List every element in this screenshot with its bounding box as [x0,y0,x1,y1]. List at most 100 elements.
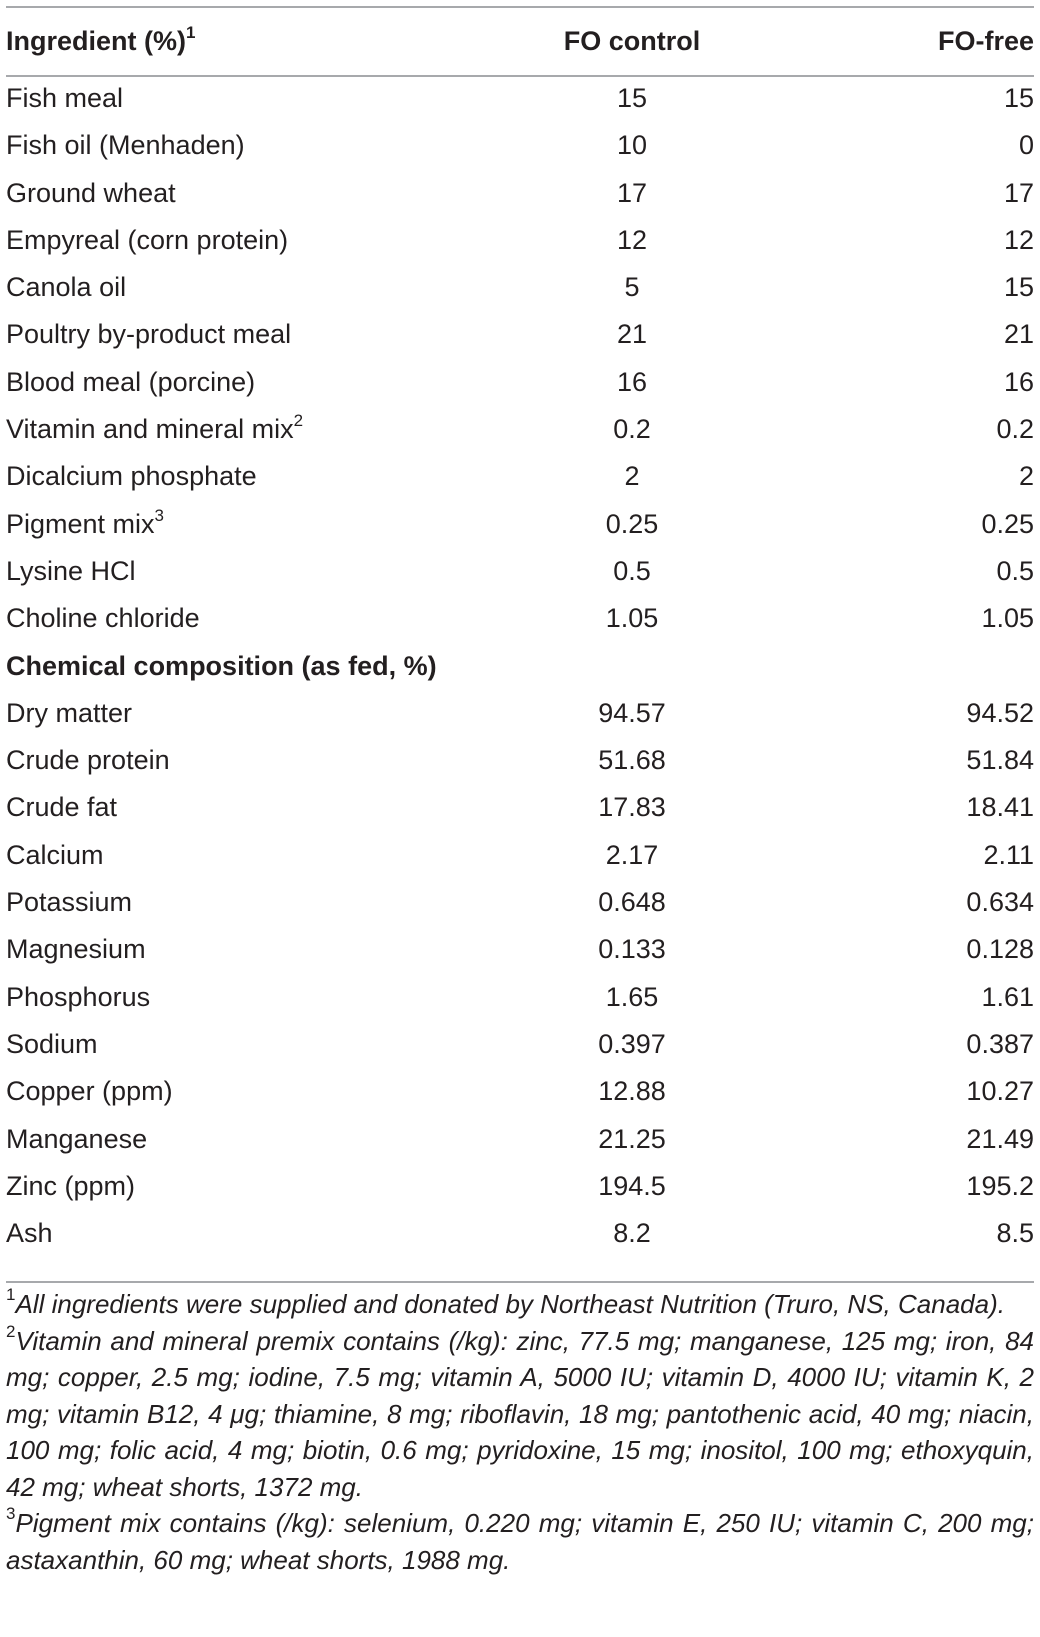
fo-control-value: 94.57 [598,697,666,728]
table-bottom-rule [6,1281,1034,1283]
section-heading-row: Chemical composition (as fed, %) [6,643,1034,690]
row-label: Fish oil (Menhaden) [6,122,482,169]
fo-control-value: 194.5 [598,1170,666,1201]
fo-control-value: 21.25 [598,1123,666,1154]
composition-heading: Chemical composition (as fed, %) [6,650,437,681]
header-ingredient-label: Ingredient (%) [6,26,186,56]
table-row: Pigment mix3 0.25 0.25 [6,501,1034,548]
fo-free-value: 12 [1003,224,1034,255]
table-row: Ash 8.2 8.5 [6,1210,1034,1257]
fo-control-value: 0.25 [605,508,659,539]
fo-control-value: 2 [624,461,640,492]
table-row: Zinc (ppm) 194.5 195.2 [6,1163,1034,1210]
fo-free-value: 94.52 [966,697,1034,728]
row-label: Calcium [6,832,482,879]
row-label: Sodium [6,1021,482,1068]
fo-free-value: 16 [1003,366,1034,397]
footnotes: 1All ingredients were supplied and donat… [6,1286,1034,1578]
footnote-text: Pigment mix contains (/kg): selenium, 0.… [6,1508,1034,1575]
composition-rows: Dry matter 94.57 94.52 Crude protein 51.68 51… [6,690,1034,1258]
footnote-number: 2 [6,1321,16,1341]
footnote: 2Vitamin and mineral premix contains (/k… [6,1323,1034,1506]
row-label: Pigment mix3 [6,501,482,548]
row-label-text: Dry matter [6,697,133,728]
fo-free-value: 51.84 [966,745,1034,776]
footnote-mark: 2 [293,411,304,431]
row-label-text: Empyreal (corn protein) [6,224,289,255]
footnote-number: 3 [6,1504,16,1524]
table-row: Copper (ppm) 12.88 10.27 [6,1068,1034,1115]
row-label-text: Copper (ppm) [6,1076,173,1107]
footnote: 3Pigment mix contains (/kg): selenium, 0… [6,1505,1034,1578]
table-row: Crude fat 17.83 18.41 [6,784,1034,831]
table-row: Fish oil (Menhaden) 10 0 [6,122,1034,169]
fo-free-value: 10.27 [966,1076,1034,1107]
fo-free-value: 17 [1003,177,1034,208]
fo-free-value: 8.5 [996,1218,1034,1249]
fo-control-value: 0.5 [613,555,651,586]
fo-free-value: 0.387 [966,1028,1034,1059]
row-label-text: Vitamin and mineral mix [6,414,294,445]
row-label-text: Zinc (ppm) [6,1170,136,1201]
fo-free-value: 15 [1003,83,1034,113]
fo-free-value: 195.2 [966,1170,1034,1201]
table-row: Phosphorus 1.65 1.61 [6,974,1034,1021]
table-row: Dicalcium phosphate 2 2 [6,453,1034,500]
table-row: Empyreal (corn protein) 12 12 [6,217,1034,264]
fo-free-value: 0 [1018,130,1034,161]
row-label-text: Crude fat [6,792,118,823]
fo-free-value: 2 [1018,461,1034,492]
fo-control-value: 2.17 [605,839,659,870]
table-row: Vitamin and mineral mix2 0.2 0.2 [6,406,1034,453]
row-label-text: Fish meal [6,83,124,113]
footnote-text: All ingredients were supplied and donate… [15,1289,1005,1319]
header-ingredient: Ingredient (%)1 [6,8,482,75]
fo-free-value: 21.49 [966,1123,1034,1154]
row-label: Crude protein [6,737,482,784]
footnote: 1All ingredients were supplied and donat… [6,1286,1034,1323]
fo-control-value: 0.2 [613,414,651,445]
row-label-text: Sodium [6,1028,98,1059]
fo-free-value: 15 [1003,272,1034,303]
table-row: Calcium 2.17 2.11 [6,832,1034,879]
row-label: Copper (ppm) [6,1068,482,1115]
fo-control-value: 17.83 [598,792,666,823]
fo-control-value: 12 [616,224,648,255]
row-label-text: Lysine HCl [6,555,136,586]
row-label: Crude fat [6,784,482,831]
fo-control-value: 16 [616,366,648,397]
row-label-text: Crude protein [6,745,170,776]
row-label: Manganese [6,1116,482,1163]
row-label: Dicalcium phosphate [6,453,482,500]
composition-section: Chemical composition (as fed, %) [6,643,1034,690]
row-label: Blood meal (porcine) [6,359,482,406]
row-label: Empyreal (corn protein) [6,217,482,264]
row-label: Zinc (ppm) [6,1163,482,1210]
row-label-text: Fish oil (Menhaden) [6,130,245,161]
table-row: Dry matter 94.57 94.52 [6,690,1034,737]
table-row: Sodium 0.397 0.387 [6,1021,1034,1068]
fo-free-value: 18.41 [966,792,1034,823]
fo-control-value: 0.133 [598,934,666,965]
fo-free-value: 1.61 [981,981,1034,1012]
row-label-text: Potassium [6,887,133,918]
row-label: Dry matter [6,690,482,737]
fo-control-value: 12.88 [598,1076,666,1107]
fo-control-value: 51.68 [598,745,666,776]
table-row: Manganese 21.25 21.49 [6,1116,1034,1163]
footnote-text: Vitamin and mineral premix contains (/kg… [6,1325,1034,1502]
row-label: Canola oil [6,264,482,311]
row-label-text: Poultry by-product meal [6,319,292,350]
header-fo-free: FO-free [937,26,1034,56]
header-fo-control: FO control [563,26,701,56]
fo-control-value: 0.648 [598,887,666,918]
footnote-mark: 1 [186,23,196,42]
row-label: Potassium [6,879,482,926]
fo-free-value: 0.634 [966,887,1034,918]
fo-control-value: 15 [616,83,648,113]
table-row: Lysine HCl 0.5 0.5 [6,548,1034,595]
table-row: Magnesium 0.133 0.128 [6,926,1034,973]
row-label-text: Dicalcium phosphate [6,461,257,492]
table-row: Poultry by-product meal 21 21 [6,311,1034,358]
fo-free-value: 1.05 [981,603,1034,634]
